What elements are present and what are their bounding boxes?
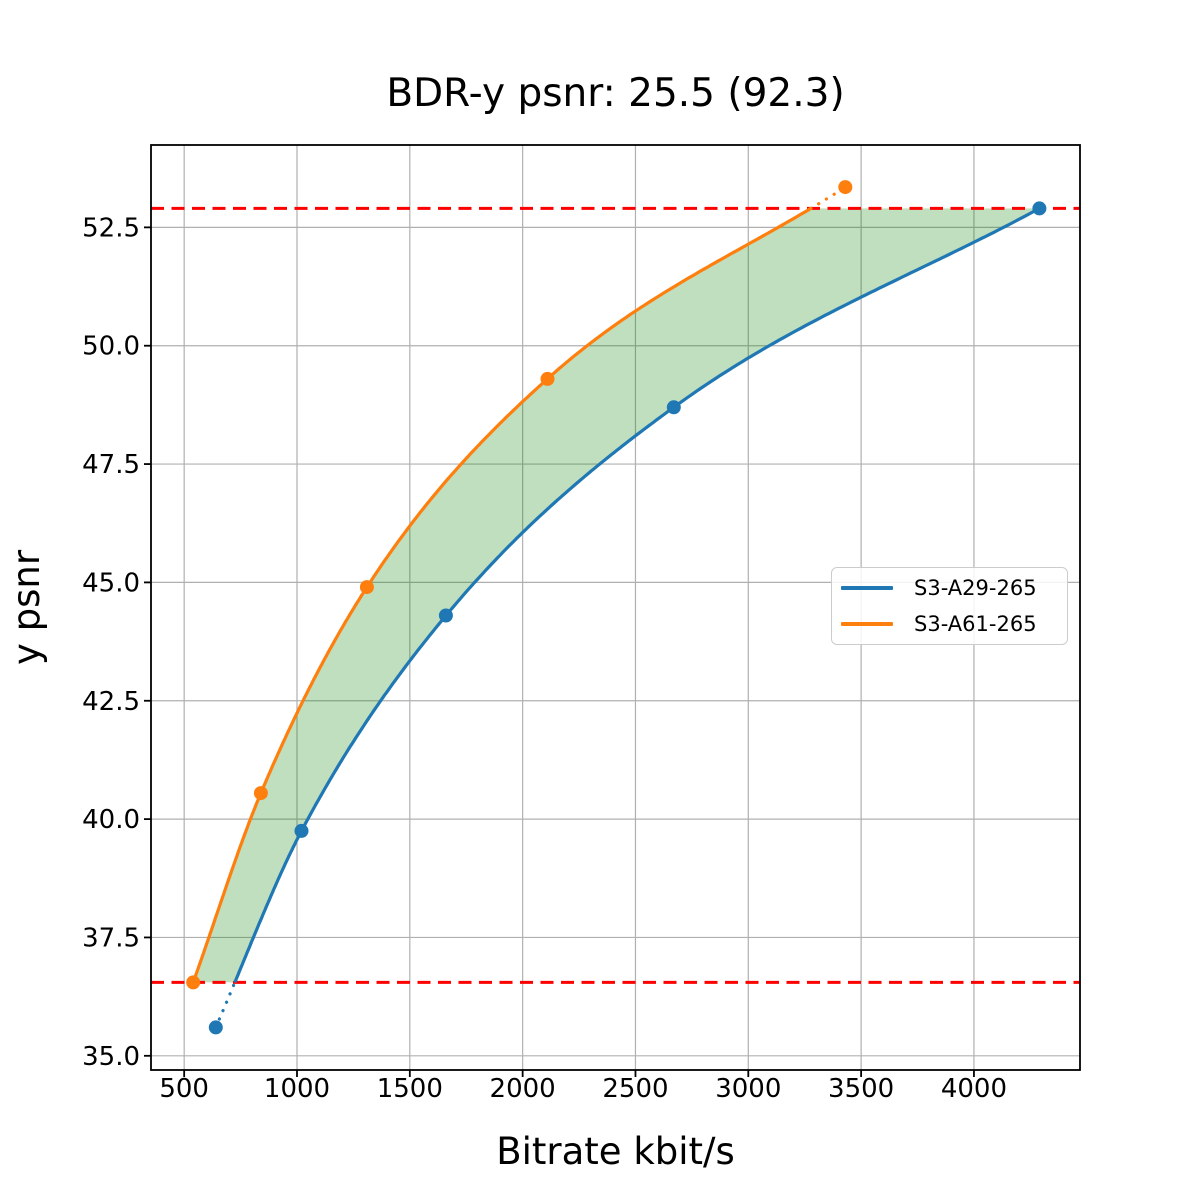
data-point-marker-0: [666, 400, 681, 415]
series-line-dotted-0: [214, 980, 237, 1029]
x-tick-label: 2500: [602, 1074, 668, 1104]
y-tick-label: 37.5: [82, 923, 140, 953]
series-line-solid-1: [191, 207, 812, 983]
axes-spines: [150, 144, 1081, 1071]
y-tick-label: 35.0: [82, 1042, 140, 1072]
legend-item: S3-A29-265: [832, 570, 1067, 606]
data-point-marker-1: [838, 180, 853, 195]
y-tick-label: 42.5: [82, 687, 140, 717]
y-tick-label: 52.5: [82, 213, 140, 243]
x-tick-label: 1500: [377, 1074, 443, 1104]
y-tick-label: 50.0: [82, 332, 140, 362]
legend: S3-A29-265 S3-A61-265: [831, 567, 1068, 645]
series-line-dotted-1: [809, 185, 847, 210]
y-tick-label: 47.5: [82, 450, 140, 480]
x-tick-label: 1000: [264, 1074, 330, 1104]
data-point-marker-0: [1032, 201, 1047, 216]
legend-line-swatch-series-1: [841, 622, 893, 626]
data-point-marker-0: [208, 1020, 223, 1035]
x-tick-label: 2000: [490, 1074, 556, 1104]
x-tick-label: 500: [159, 1074, 209, 1104]
x-tick-label: 4000: [941, 1074, 1007, 1104]
y-tick-label: 45.0: [82, 568, 140, 598]
legend-label: S3-A29-265: [914, 576, 1037, 600]
legend-line-swatch-series-0: [841, 586, 893, 590]
data-point-marker-1: [186, 975, 201, 990]
data-point-marker-0: [438, 608, 453, 623]
chart-title: BDR-y psnr: 25.5 (92.3): [386, 71, 845, 116]
series-line-solid-0: [233, 206, 1041, 984]
y-tick-label: 40.0: [82, 805, 140, 835]
x-tick-label: 3500: [828, 1074, 894, 1104]
x-tick-label: 3000: [715, 1074, 781, 1104]
data-point-marker-1: [359, 580, 374, 595]
legend-item: S3-A61-265: [832, 606, 1067, 642]
x-axis-label: Bitrate kbit/s: [496, 1130, 735, 1173]
data-point-marker-1: [540, 371, 555, 386]
data-point-marker-1: [253, 786, 268, 801]
legend-label: S3-A61-265: [914, 612, 1037, 636]
data-point-marker-0: [294, 823, 309, 838]
